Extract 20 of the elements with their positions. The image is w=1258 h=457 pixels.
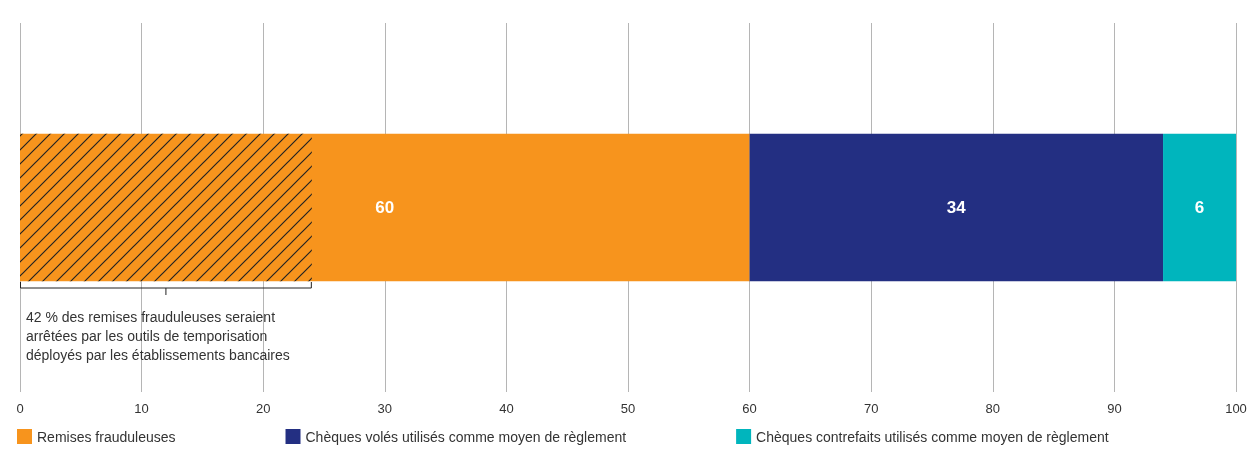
x-tick-label: 100 — [1225, 401, 1247, 416]
x-tick-label: 30 — [377, 401, 393, 416]
x-tick-label: 70 — [863, 401, 879, 416]
data-label: 34 — [946, 198, 967, 217]
bar — [749, 133, 1164, 282]
x-tick-label: 0 — [16, 401, 24, 416]
bar — [1163, 133, 1236, 282]
legend-label: Chèques volés utilisés comme moyen de règlement — [305, 428, 627, 445]
x-tick-label: 50 — [620, 401, 636, 416]
band-label: 42 % des remises frauduleuses seraient arrêtées par les outils de temporisation déployés par les établissements bancaires — [26, 308, 290, 363]
legend-label: Remises frauduleuses — [37, 428, 176, 445]
x-tick-label: 80 — [985, 401, 1001, 416]
legend-label: Chèques contrefaits utilisés comme moyen de règlement — [756, 428, 1109, 445]
x-tick-label: 40 — [499, 401, 514, 416]
x-tick-label: 10 — [134, 401, 149, 416]
x-tick-label: 90 — [1107, 401, 1122, 416]
data-label: 6 — [1194, 198, 1205, 217]
data-label: 60 — [375, 198, 395, 217]
x-tick-label: 20 — [255, 401, 271, 416]
x-tick-label: 60 — [742, 401, 757, 416]
